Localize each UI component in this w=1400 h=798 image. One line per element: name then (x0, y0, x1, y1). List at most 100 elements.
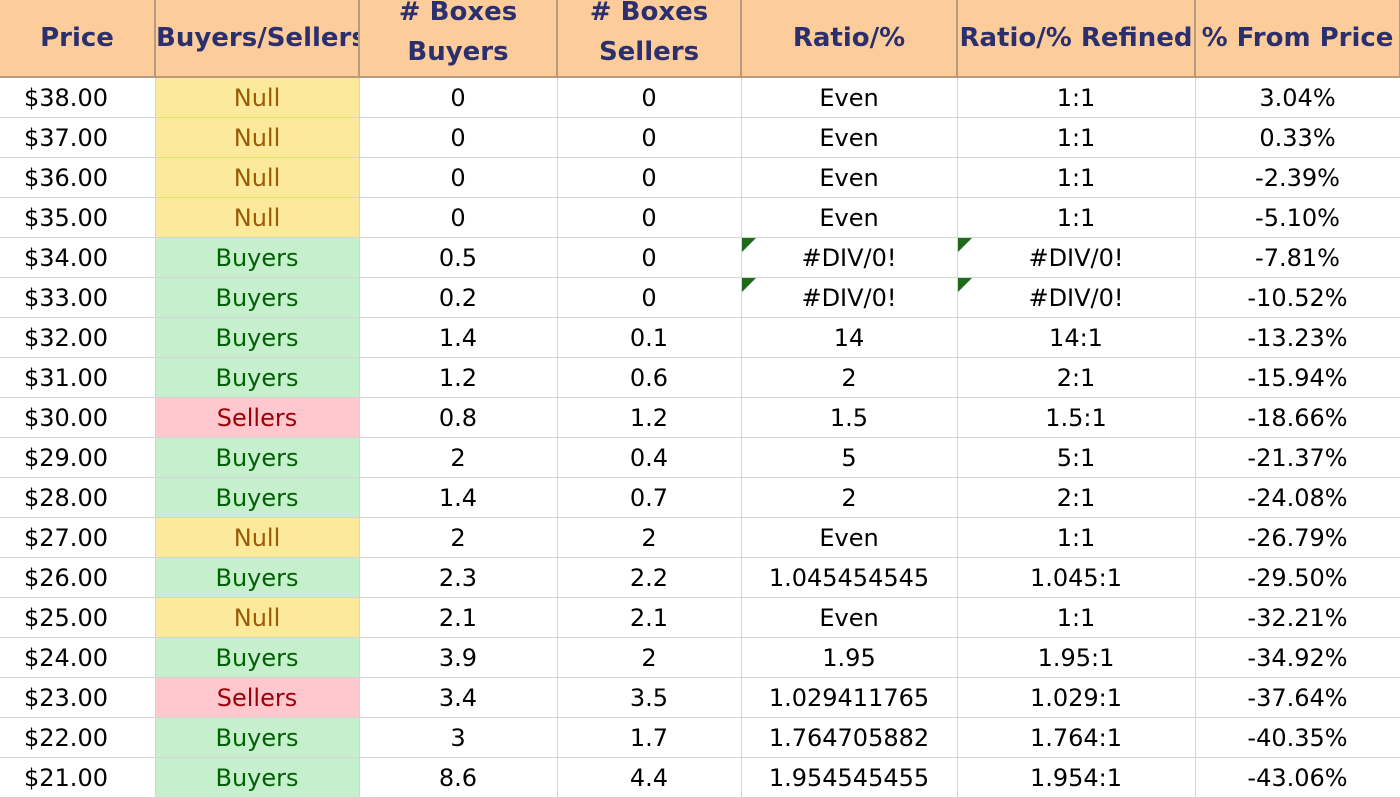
boxes-buyers-cell[interactable]: 3 (359, 717, 558, 758)
price-cell[interactable]: $26.00 (0, 557, 156, 598)
price-cell[interactable]: $27.00 (0, 517, 156, 558)
ratio-cell[interactable]: Even (741, 157, 958, 198)
boxes-buyers-cell[interactable]: 0.2 (359, 277, 558, 318)
ratio-cell[interactable]: 1.95 (741, 637, 958, 678)
side-cell[interactable]: Sellers (155, 677, 360, 718)
boxes-buyers-cell[interactable]: 1.4 (359, 477, 558, 518)
boxes-buyers-cell[interactable]: 8.6 (359, 757, 558, 798)
ratio-cell[interactable]: 2 (741, 477, 958, 518)
ratio-cell[interactable]: Even (741, 117, 958, 158)
price-cell[interactable]: $21.00 (0, 757, 156, 798)
pct-from-price-cell[interactable]: -15.94% (1195, 357, 1400, 398)
pct-from-price-cell[interactable]: -37.64% (1195, 677, 1400, 718)
price-cell[interactable]: $30.00 (0, 397, 156, 438)
ratio-refined-cell[interactable]: 14:1 (957, 317, 1196, 358)
boxes-sellers-cell[interactable]: 0.1 (557, 317, 742, 358)
ratio-cell[interactable]: Even (741, 517, 958, 558)
boxes-buyers-cell[interactable]: 1.4 (359, 317, 558, 358)
boxes-sellers-cell[interactable]: 2.2 (557, 557, 742, 598)
price-cell[interactable]: $28.00 (0, 477, 156, 518)
pct-from-price-cell[interactable]: -24.08% (1195, 477, 1400, 518)
boxes-buyers-cell[interactable]: 2 (359, 437, 558, 478)
pct-from-price-cell[interactable]: -40.35% (1195, 717, 1400, 758)
ratio-cell[interactable]: #DIV/0! (741, 237, 958, 278)
price-cell[interactable]: $34.00 (0, 237, 156, 278)
ratio-refined-cell[interactable]: 1.5:1 (957, 397, 1196, 438)
price-cell[interactable]: $35.00 (0, 197, 156, 238)
ratio-cell[interactable]: 1.029411765 (741, 677, 958, 718)
pct-from-price-cell[interactable]: -43.06% (1195, 757, 1400, 798)
price-cell[interactable]: $29.00 (0, 437, 156, 478)
ratio-refined-cell[interactable]: 1:1 (957, 77, 1196, 118)
price-cell[interactable]: $31.00 (0, 357, 156, 398)
ratio-cell[interactable]: #DIV/0! (741, 277, 958, 318)
boxes-buyers-cell[interactable]: 1.2 (359, 357, 558, 398)
pct-from-price-cell[interactable]: -29.50% (1195, 557, 1400, 598)
ratio-cell[interactable]: 1.045454545 (741, 557, 958, 598)
side-cell[interactable]: Buyers (155, 477, 360, 518)
header-buyers-sellers[interactable]: Buyers/Sellers (155, 0, 360, 78)
price-cell[interactable]: $37.00 (0, 117, 156, 158)
ratio-refined-cell[interactable]: 1.95:1 (957, 637, 1196, 678)
boxes-buyers-cell[interactable]: 3.9 (359, 637, 558, 678)
boxes-sellers-cell[interactable]: 4.4 (557, 757, 742, 798)
header-ratio-refined[interactable]: Ratio/% Refined (957, 0, 1196, 78)
boxes-buyers-cell[interactable]: 3.4 (359, 677, 558, 718)
pct-from-price-cell[interactable]: -34.92% (1195, 637, 1400, 678)
side-cell[interactable]: Null (155, 157, 360, 198)
ratio-refined-cell[interactable]: 1.029:1 (957, 677, 1196, 718)
boxes-sellers-cell[interactable]: 2.1 (557, 597, 742, 638)
ratio-refined-cell[interactable]: 1:1 (957, 197, 1196, 238)
pct-from-price-cell[interactable]: -2.39% (1195, 157, 1400, 198)
side-cell[interactable]: Buyers (155, 237, 360, 278)
side-cell[interactable]: Buyers (155, 277, 360, 318)
ratio-cell[interactable]: Even (741, 597, 958, 638)
price-cell[interactable]: $22.00 (0, 717, 156, 758)
price-cell[interactable]: $23.00 (0, 677, 156, 718)
ratio-cell[interactable]: 5 (741, 437, 958, 478)
boxes-sellers-cell[interactable]: 0 (557, 277, 742, 318)
header-boxes-sellers[interactable]: # Boxes Sellers (557, 0, 742, 78)
boxes-sellers-cell[interactable]: 2 (557, 637, 742, 678)
side-cell[interactable]: Null (155, 597, 360, 638)
boxes-buyers-cell[interactable]: 2 (359, 517, 558, 558)
side-cell[interactable]: Buyers (155, 717, 360, 758)
ratio-refined-cell[interactable]: 1.045:1 (957, 557, 1196, 598)
pct-from-price-cell[interactable]: -5.10% (1195, 197, 1400, 238)
ratio-cell[interactable]: 2 (741, 357, 958, 398)
boxes-buyers-cell[interactable]: 2.3 (359, 557, 558, 598)
side-cell[interactable]: Buyers (155, 437, 360, 478)
boxes-sellers-cell[interactable]: 3.5 (557, 677, 742, 718)
ratio-cell[interactable]: 14 (741, 317, 958, 358)
boxes-sellers-cell[interactable]: 1.2 (557, 397, 742, 438)
side-cell[interactable]: Sellers (155, 397, 360, 438)
price-cell[interactable]: $24.00 (0, 637, 156, 678)
pct-from-price-cell[interactable]: -10.52% (1195, 277, 1400, 318)
pct-from-price-cell[interactable]: -21.37% (1195, 437, 1400, 478)
boxes-sellers-cell[interactable]: 2 (557, 517, 742, 558)
price-cell[interactable]: $36.00 (0, 157, 156, 198)
boxes-sellers-cell[interactable]: 0.6 (557, 357, 742, 398)
side-cell[interactable]: Null (155, 77, 360, 118)
ratio-refined-cell[interactable]: 1:1 (957, 117, 1196, 158)
ratio-refined-cell[interactable]: 1:1 (957, 597, 1196, 638)
side-cell[interactable]: Buyers (155, 317, 360, 358)
ratio-refined-cell[interactable]: #DIV/0! (957, 237, 1196, 278)
ratio-cell[interactable]: 1.764705882 (741, 717, 958, 758)
price-cell[interactable]: $25.00 (0, 597, 156, 638)
boxes-sellers-cell[interactable]: 0 (557, 77, 742, 118)
price-cell[interactable]: $32.00 (0, 317, 156, 358)
header-boxes-buyers[interactable]: # Boxes Buyers (359, 0, 558, 78)
price-cell[interactable]: $33.00 (0, 277, 156, 318)
side-cell[interactable]: Buyers (155, 357, 360, 398)
pct-from-price-cell[interactable]: -13.23% (1195, 317, 1400, 358)
boxes-buyers-cell[interactable]: 0.5 (359, 237, 558, 278)
pct-from-price-cell[interactable]: -32.21% (1195, 597, 1400, 638)
pct-from-price-cell[interactable]: -18.66% (1195, 397, 1400, 438)
ratio-cell[interactable]: Even (741, 197, 958, 238)
boxes-buyers-cell[interactable]: 0 (359, 117, 558, 158)
side-cell[interactable]: Buyers (155, 757, 360, 798)
boxes-sellers-cell[interactable]: 0.4 (557, 437, 742, 478)
ratio-refined-cell[interactable]: #DIV/0! (957, 277, 1196, 318)
price-cell[interactable]: $38.00 (0, 77, 156, 118)
